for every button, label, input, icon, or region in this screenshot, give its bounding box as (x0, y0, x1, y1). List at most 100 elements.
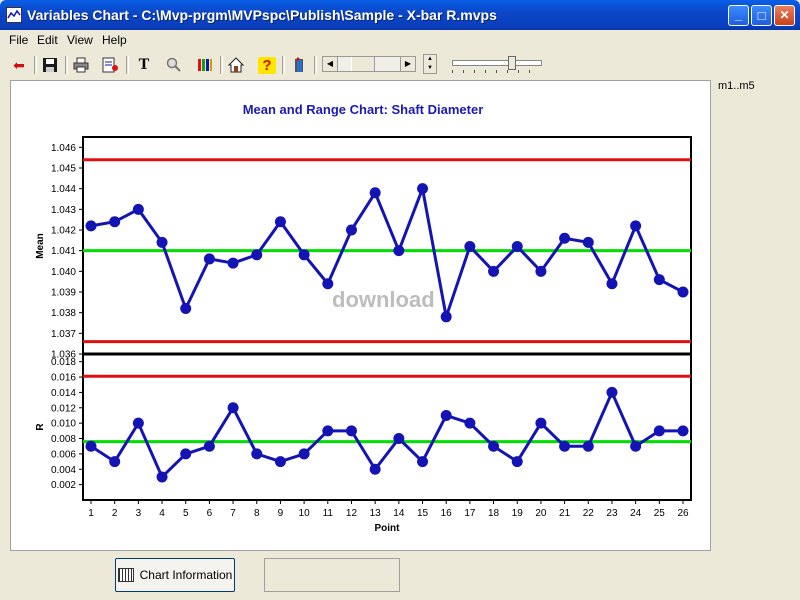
x-tick-label: 18 (488, 508, 500, 519)
floppy-disk-icon (43, 58, 57, 72)
y-tick-label: 0.010 (51, 419, 76, 430)
status-box (264, 558, 400, 592)
data-point (156, 471, 168, 483)
y-tick-label: 0.002 (51, 480, 76, 491)
data-point (440, 311, 452, 323)
x-tick-label: 21 (559, 508, 571, 519)
data-point (203, 440, 215, 452)
data-point (535, 417, 547, 429)
y-tick-label: 0.018 (51, 357, 76, 368)
data-point (369, 187, 381, 199)
scroll-thumb[interactable] (351, 57, 375, 71)
data-series-line (90, 388, 683, 480)
slider-track (452, 60, 542, 66)
print-button[interactable] (70, 54, 92, 76)
x-tick-label: 16 (441, 508, 453, 519)
data-point (488, 440, 500, 452)
printer-icon (73, 57, 89, 73)
data-point (369, 463, 381, 475)
data-point (274, 456, 286, 468)
zoom-button[interactable] (163, 54, 185, 76)
door-exit-icon (295, 57, 303, 72)
y-tick-label: 1.045 (51, 164, 76, 175)
data-point (511, 241, 523, 253)
text-tool-button[interactable]: T (133, 54, 155, 76)
chart-information-button[interactable]: Chart Information (115, 558, 235, 592)
home-button[interactable] (225, 54, 247, 76)
y-tick-label: 1.041 (51, 246, 76, 257)
maximize-icon: □ (757, 8, 766, 23)
data-point (298, 448, 310, 460)
print-preview-icon (102, 57, 118, 73)
help-button[interactable]: ? (256, 54, 278, 76)
menu-view[interactable]: View (67, 33, 93, 47)
menu-edit[interactable]: Edit (37, 33, 58, 47)
x-axis-label: Point (375, 523, 401, 534)
spin-control[interactable]: ▲ ▼ (423, 54, 437, 74)
x-tick-label: 2 (112, 508, 118, 519)
y-tick-label: 1.040 (51, 267, 76, 278)
window-title: Variables Chart - C:\Mvp-prgm\MVPspc\Pub… (27, 7, 497, 23)
data-point (440, 409, 452, 421)
data-point (535, 265, 547, 277)
y-tick-label: 0.004 (51, 465, 76, 476)
x-tick-label: 25 (654, 508, 666, 519)
minimize-button[interactable]: _ (728, 5, 749, 26)
data-point (109, 456, 121, 468)
data-point (274, 216, 286, 228)
y-tick-label: 0.014 (51, 388, 76, 399)
zoom-slider[interactable] (452, 56, 542, 74)
data-point (227, 257, 239, 269)
y-tick-label: 0.012 (51, 403, 76, 414)
x-tick-label: 13 (370, 508, 382, 519)
save-button[interactable] (39, 54, 61, 76)
chart-info-icon (117, 568, 134, 582)
chart-title: Mean and Range Chart: Shaft Diameter (243, 102, 484, 117)
y-tick-label: 1.038 (51, 308, 76, 319)
data-point (630, 220, 642, 232)
y-tick-label: 1.043 (51, 205, 76, 216)
scroll-left-icon[interactable]: ◀ (323, 57, 338, 71)
x-tick-label: 1 (88, 508, 94, 519)
color-bars-icon (198, 59, 212, 71)
colors-button[interactable] (194, 54, 216, 76)
data-point (393, 245, 405, 257)
y-tick-label: 1.044 (51, 184, 76, 195)
app-icon (6, 7, 22, 23)
y-tick-label: 1.046 (51, 143, 76, 154)
side-panel (712, 78, 800, 600)
data-point (132, 203, 144, 215)
data-point (251, 249, 263, 261)
maximize-button[interactable]: □ (751, 5, 772, 26)
y-tick-label: 1.042 (51, 226, 76, 237)
menu-file[interactable]: File (9, 33, 29, 47)
data-point (203, 253, 215, 265)
watermark-text: download (332, 287, 435, 312)
close-button[interactable]: ✕ (774, 5, 795, 26)
spin-up-icon[interactable]: ▲ (427, 56, 433, 62)
y-tick-label: 1.036 (51, 350, 76, 361)
print-preview-button[interactable] (100, 54, 122, 76)
data-point (227, 402, 239, 414)
minimize-icon: _ (734, 7, 743, 22)
x-tick-label: 7 (230, 508, 236, 519)
control-chart: Mean and Range Chart: Shaft Diameter Mea… (35, 102, 692, 534)
exit-button[interactable] (288, 54, 310, 76)
x-tick-label: 4 (159, 508, 165, 519)
chart-information-label: Chart Information (139, 568, 233, 582)
mean-chart-marks: 1.036 1.037 1.038 1.039 1.040 1.041 1.042 1.043… (51, 143, 691, 361)
data-point (109, 216, 121, 228)
y-tick-label: 0.008 (51, 434, 76, 445)
data-point (630, 440, 642, 452)
spin-down-icon[interactable]: ▼ (427, 65, 433, 71)
x-tick-label: 11 (323, 508, 334, 519)
horizontal-scrollbar[interactable]: ◀ ▶ (322, 56, 416, 72)
back-button[interactable]: ⬅ (8, 54, 30, 76)
menu-help[interactable]: Help (102, 33, 127, 47)
toolbar-separator (34, 56, 37, 74)
slider-knob[interactable] (508, 56, 516, 70)
scroll-right-icon[interactable]: ▶ (400, 57, 415, 71)
data-point (559, 232, 571, 244)
data-point (582, 236, 594, 248)
close-icon: ✕ (779, 8, 790, 22)
